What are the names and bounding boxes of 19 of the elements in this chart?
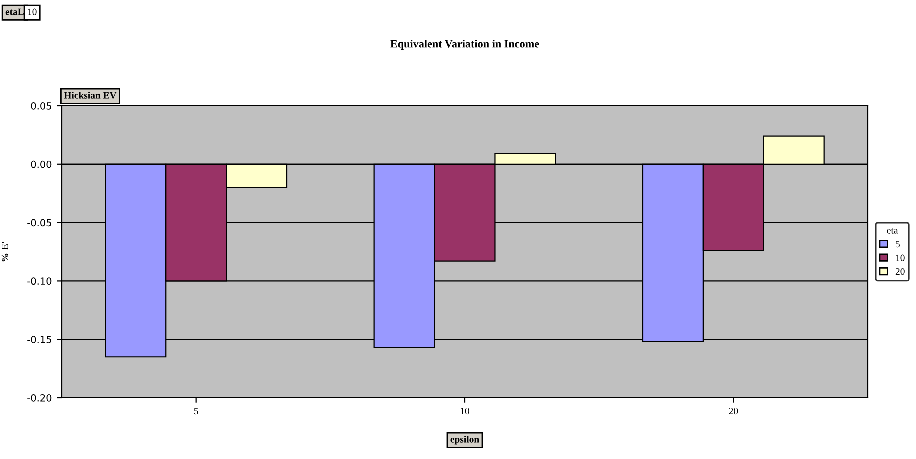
text: etaL xyxy=(6,8,24,16)
legend-label: 10 xyxy=(896,254,905,262)
y-axis-title: % E' xyxy=(2,242,9,262)
x-tick-label: 5 xyxy=(194,408,198,415)
chart-title: Equivalent Variation in Income xyxy=(390,40,540,50)
x-tick-label: 10 xyxy=(460,408,470,415)
text: 10 xyxy=(28,8,37,16)
y-tick-label: 0.05 xyxy=(31,102,52,110)
legend-title: eta xyxy=(887,228,898,234)
y-tick-label: -0.20 xyxy=(28,394,52,402)
x-axis-title: epsilon xyxy=(450,436,480,445)
y-tick-label: -0.10 xyxy=(28,278,52,286)
text: Hicksian EV xyxy=(64,92,117,99)
x-tick-label: 20 xyxy=(729,408,738,415)
y-tick-label: -0.15 xyxy=(28,336,52,344)
y-tick-label: 0.00 xyxy=(31,160,52,168)
legend-label: 5 xyxy=(896,241,900,248)
legend-label: 20 xyxy=(896,268,905,276)
y-tick-label: -0.05 xyxy=(28,219,52,227)
